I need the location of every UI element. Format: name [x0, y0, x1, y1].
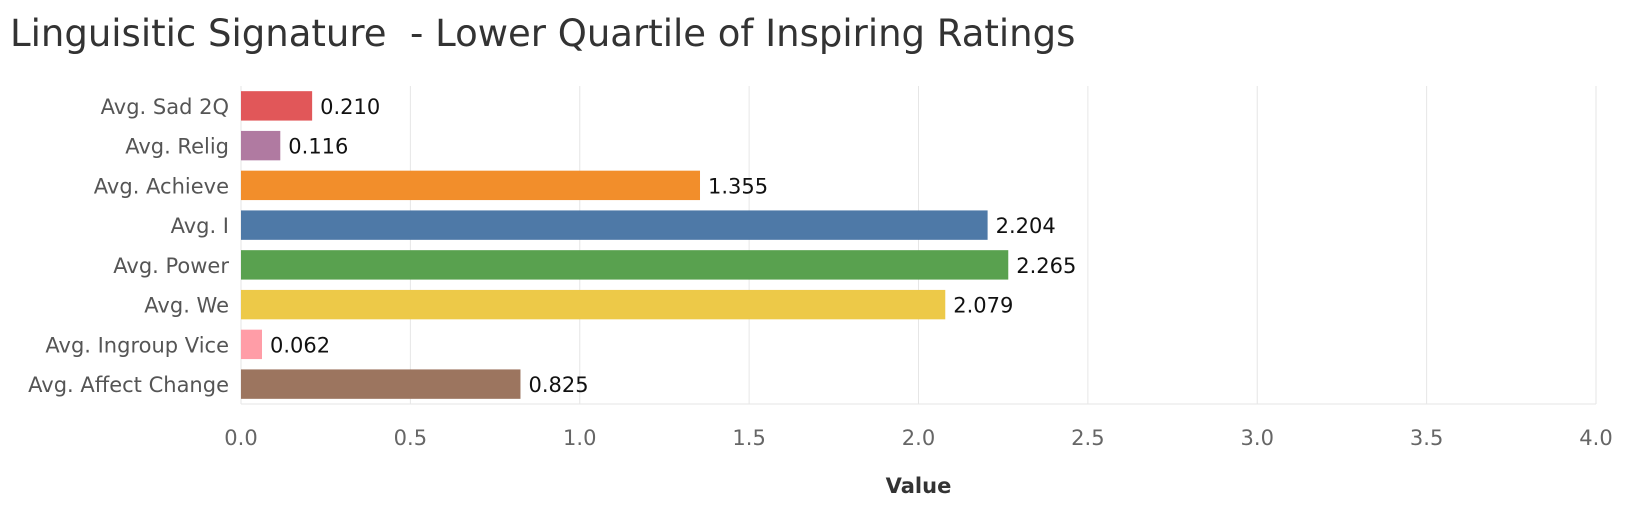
x-tick-label-5: 2.5 — [1071, 426, 1104, 450]
value-label-6: 0.062 — [270, 333, 330, 357]
value-label-2: 1.355 — [708, 174, 768, 198]
bar-4 — [241, 250, 1009, 280]
x-tick-label-4: 2.0 — [902, 426, 935, 450]
value-label-7: 0.825 — [528, 373, 588, 397]
bar-7 — [241, 369, 521, 399]
category-label-7: Avg. Affect Change — [28, 373, 229, 397]
bar-2 — [241, 170, 701, 201]
category-label-1: Avg. Relig — [125, 135, 229, 159]
category-label-0: Avg. Sad 2Q — [101, 95, 229, 119]
category-label-2: Avg. Achieve — [94, 174, 229, 198]
x-tick-label-6: 3.0 — [1241, 426, 1274, 450]
bars — [241, 91, 1009, 399]
bar-1 — [241, 130, 281, 161]
category-label-3: Avg. I — [171, 214, 229, 238]
bar-5 — [241, 289, 946, 320]
category-label-6: Avg. Ingroup Vice — [45, 333, 229, 357]
x-tick-label-1: 0.5 — [394, 426, 427, 450]
x-tick-label-0: 0.0 — [224, 426, 257, 450]
chart-title: Linguisitic Signature - Lower Quartile o… — [10, 12, 1076, 55]
category-labels: Avg. Sad 2Q Avg. Relig Avg. Achieve Avg. I A… — [28, 95, 229, 397]
grid-lines — [240, 86, 1597, 405]
bar-0 — [241, 91, 313, 121]
x-axis-title: Value — [886, 474, 952, 498]
x-axis-ticks: 0.0 0.5 1.0 1.5 2.0 2.5 3.0 3.5 4.0 — [224, 426, 1612, 450]
category-label-5: Avg. We — [144, 294, 229, 318]
bar-3 — [241, 210, 988, 240]
bar-6 — [241, 329, 263, 360]
x-tick-label-7: 3.5 — [1410, 426, 1443, 450]
value-label-4: 2.265 — [1016, 254, 1076, 278]
x-tick-label-8: 4.0 — [1579, 426, 1612, 450]
value-label-3: 2.204 — [996, 214, 1056, 238]
value-label-1: 0.116 — [288, 135, 348, 159]
value-label-5: 2.079 — [953, 294, 1013, 318]
x-tick-label-3: 1.5 — [732, 426, 765, 450]
x-tick-label-2: 1.0 — [563, 426, 596, 450]
category-label-4: Avg. Power — [113, 254, 229, 278]
value-label-0: 0.210 — [320, 95, 380, 119]
